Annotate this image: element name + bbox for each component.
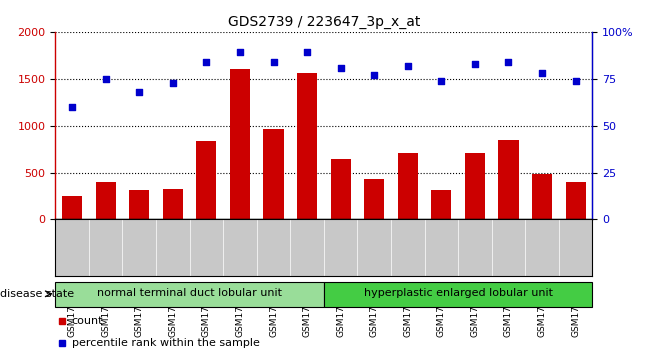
Point [470,61,480,67]
Text: disease state: disease state [0,289,77,299]
Point [201,59,212,65]
Bar [566,182,586,219]
Point [537,70,547,76]
FancyBboxPatch shape [55,282,324,307]
Point [436,78,447,84]
Point [369,72,380,78]
Bar [465,153,485,219]
Bar [297,73,317,219]
Bar [431,190,451,219]
Bar [331,159,351,219]
Point [335,65,346,70]
FancyBboxPatch shape [324,282,592,307]
Bar [499,140,519,219]
Bar [364,179,384,219]
Point [100,76,111,81]
Bar [163,189,183,219]
Bar [398,153,418,219]
Text: normal terminal duct lobular unit: normal terminal duct lobular unit [97,288,282,298]
Bar [264,130,284,219]
Title: GDS2739 / 223647_3p_x_at: GDS2739 / 223647_3p_x_at [228,16,420,29]
Bar [197,141,216,219]
Point [503,59,514,65]
Bar [129,190,149,219]
Bar [532,175,552,219]
Point [402,63,413,68]
Point [235,50,245,55]
Bar [96,182,116,219]
Point [167,80,178,85]
Bar [230,69,250,219]
Text: count: count [72,316,103,326]
Point [302,50,312,55]
Point [570,78,581,84]
Point [67,104,77,110]
Bar [62,196,82,219]
Point [134,89,145,95]
Text: percentile rank within the sample: percentile rank within the sample [72,338,260,348]
Point [268,59,279,65]
Text: hyperplastic enlarged lobular unit: hyperplastic enlarged lobular unit [364,288,553,298]
